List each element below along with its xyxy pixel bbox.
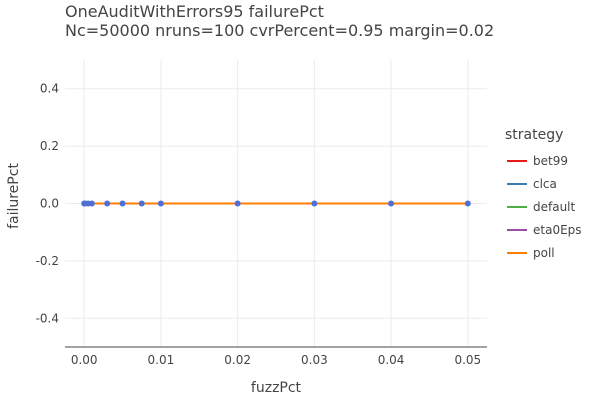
data-point: [464, 200, 471, 207]
chart-title: OneAuditWithErrors95 failurePct: [65, 2, 324, 21]
legend-label-clca: clca: [533, 177, 557, 191]
legend-label-poll: poll: [533, 246, 555, 260]
x-tick-label: 0.03: [301, 353, 328, 367]
data-point: [104, 200, 111, 207]
data-point: [138, 200, 145, 207]
chart-subtitle: Nc=50000 nruns=100 cvrPercent=0.95 margi…: [65, 21, 494, 40]
legend-label-default: default: [533, 200, 576, 214]
y-axis-title: failurePct: [6, 163, 22, 229]
data-point: [311, 200, 318, 207]
x-tick-label: 0.05: [454, 353, 481, 367]
data-point: [388, 200, 395, 207]
x-tick-label: 0.04: [378, 353, 405, 367]
data-point: [157, 200, 164, 207]
y-tick-label: 0.4: [40, 82, 59, 96]
y-tick-label: -0.2: [36, 254, 59, 268]
legend-label-eta0Eps: eta0Eps: [533, 223, 582, 237]
legend-title: strategy: [505, 127, 563, 143]
x-axis-title: fuzzPct: [251, 380, 302, 396]
x-tick-label: 0.00: [71, 353, 98, 367]
y-tick-label: -0.4: [36, 311, 59, 325]
x-tick-label: 0.01: [148, 353, 175, 367]
x-tick-label: 0.02: [224, 353, 251, 367]
legend: strategy bet99 clca default eta0Eps poll: [505, 127, 582, 260]
y-tick-label: 0.2: [40, 139, 59, 153]
legend-label-bet99: bet99: [533, 154, 568, 168]
y-tick-label: 0.0: [40, 197, 59, 211]
data-point: [119, 200, 126, 207]
data-point: [88, 200, 95, 207]
plot-area: 0.00 0.01 0.02 0.03 0.04 0.05 -0.4 -0.2 0.0 0.2 0.…: [36, 60, 487, 367]
data-point: [234, 200, 241, 207]
